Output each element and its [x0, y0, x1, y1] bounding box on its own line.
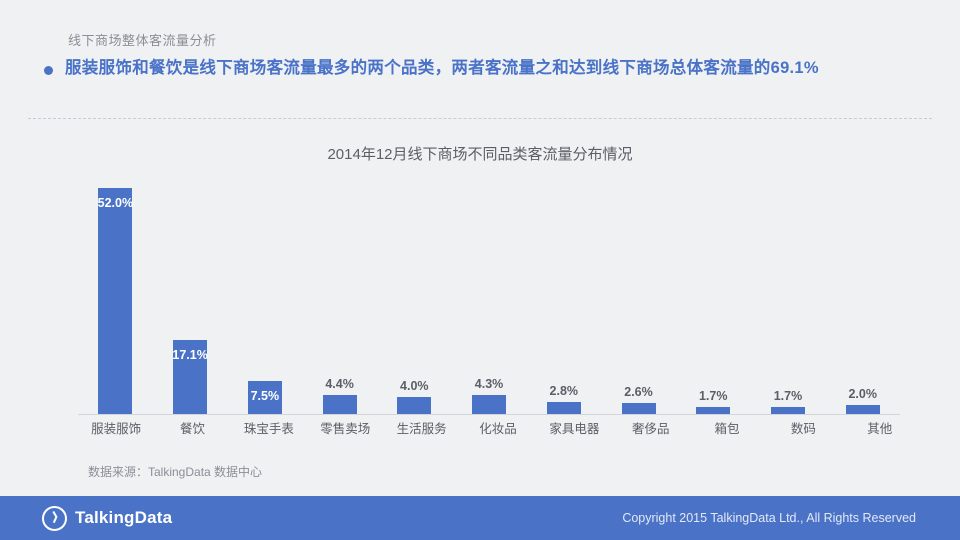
bar: [322, 394, 357, 414]
x-axis-label: 零售卖场: [320, 422, 371, 436]
bar-value-label: 2.8%: [549, 383, 579, 398]
bar-value-label: 17.1%: [172, 347, 208, 362]
x-axis-label: 化妆品: [479, 422, 517, 436]
bar: [621, 402, 656, 414]
bar-slot: 17.1%: [153, 185, 228, 414]
x-axis-label: 服装服饰: [91, 422, 142, 436]
bar: [770, 406, 805, 414]
bar: [546, 401, 581, 414]
brand-name: TalkingData: [75, 508, 173, 527]
bar-chart: 52.0% 17.1% 7.5% 4.4% 4.0% 4.3% 2.8% 2.6% 1.7% 1.…: [60, 185, 900, 415]
x-axis-label: 餐饮: [180, 422, 206, 436]
bar: [247, 381, 282, 414]
bar-slot: 1.7%: [676, 185, 751, 414]
bar: [696, 406, 731, 414]
footer-bar: TalkingData Copyright 2015 TalkingData L…: [0, 496, 960, 540]
chart-title: 2014年12月线下商场不同品类客流量分布情况: [327, 146, 633, 163]
x-axis-label: 其他: [867, 422, 893, 436]
x-axis-label: 数码: [790, 422, 816, 436]
talkingdata-logo-icon: [42, 505, 67, 531]
bar-value-label: 4.3%: [474, 377, 504, 392]
bar-value-label: 1.7%: [773, 388, 803, 403]
bar-value-label: 52.0%: [97, 196, 134, 210]
bar-value-label: 7.5%: [250, 389, 280, 404]
x-axis-labels: 服装服饰 餐饮 珠宝手表 零售卖场 生活服务 化妆品 家具电器 奢侈品 箱包 数码 其他: [78, 418, 918, 437]
bar-series: 52.0% 17.1% 7.5% 4.4% 4.0% 4.3% 2.8% 2.6% 1.7% 1.…: [78, 185, 900, 414]
headline-row: 服装服饰和餐饮是线下商场客流量最多的两个品类，两者客流量之和达到线下商场总体客流…: [44, 58, 920, 79]
x-axis-line: [78, 414, 900, 415]
bar-slot: 4.0%: [377, 185, 452, 414]
bar: [98, 188, 133, 414]
bar: [173, 339, 208, 414]
x-axis-label: 家具电器: [549, 422, 600, 436]
bar-value-label: 2.6%: [624, 384, 653, 399]
copyright-text: Copyright 2015 TalkingData Ltd., All Rig…: [622, 511, 916, 525]
bar-value-label: 4.0%: [400, 378, 429, 393]
bar-slot: 4.4%: [302, 185, 377, 414]
x-axis-label: 生活服务: [396, 422, 447, 436]
x-axis-label: 奢侈品: [631, 422, 670, 436]
bar: [472, 395, 507, 414]
bar-slot: 52.0%: [78, 185, 153, 414]
header-divider: [28, 118, 932, 119]
bar: [397, 396, 432, 414]
bar-slot: 7.5%: [227, 185, 302, 414]
brand-logo: TalkingData: [42, 505, 173, 531]
bullet-dot-icon: [44, 66, 53, 75]
bar-slot: 2.6%: [601, 185, 676, 414]
x-axis-label: 珠宝手表: [243, 422, 294, 436]
bar-value-label: 2.0%: [848, 387, 877, 402]
bar-value-label: 1.7%: [698, 388, 728, 403]
section-kicker: 线下商场整体客流量分析: [68, 33, 217, 48]
bar-value-label: 4.4%: [325, 376, 354, 391]
bar-slot: 2.8%: [526, 185, 601, 414]
headline-text: 服装服饰和餐饮是线下商场客流量最多的两个品类，两者客流量之和达到线下商场总体客流…: [65, 59, 819, 77]
bar-slot: 2.0%: [825, 185, 900, 414]
source-note: 数据来源：TalkingData 数据中心: [88, 465, 263, 479]
bar: [845, 405, 880, 414]
bar-slot: 1.7%: [751, 185, 826, 414]
bar-slot: 4.3%: [452, 185, 527, 414]
x-axis-label: 箱包: [714, 422, 740, 436]
